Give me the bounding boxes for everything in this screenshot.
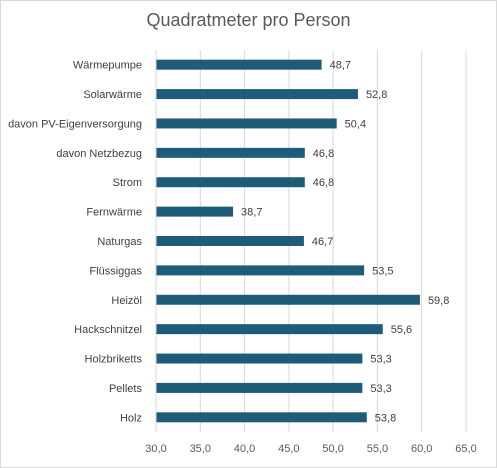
x-tick-label: 40,0 (234, 443, 255, 455)
x-tick-label: 45,0 (278, 443, 299, 455)
bar (156, 59, 322, 70)
category-label: Naturgas (97, 236, 142, 248)
x-tick-label: 30,0 (145, 443, 166, 455)
category-label: davon Netzbezug (56, 148, 142, 160)
category-label: Pellets (109, 383, 143, 395)
bar (156, 353, 363, 364)
data-label: 46,8 (313, 177, 334, 189)
data-label: 50,4 (345, 118, 366, 130)
bar (156, 294, 420, 305)
bar (156, 118, 337, 129)
bar (156, 324, 383, 335)
data-label: 52,8 (366, 89, 387, 101)
data-label: 48,7 (330, 60, 351, 72)
bar (156, 147, 305, 158)
data-label: 53,8 (375, 412, 396, 424)
category-label: Solarwärme (83, 89, 142, 101)
category-label: Hackschnitzel (74, 324, 142, 336)
x-tick-label: 35,0 (190, 443, 211, 455)
category-label: Holzbriketts (85, 354, 143, 366)
data-label: 55,6 (391, 324, 412, 336)
bar (156, 236, 304, 246)
x-tick-label: 50,0 (322, 443, 343, 455)
data-label: 38,7 (241, 207, 262, 219)
category-label: Holz (120, 412, 142, 424)
data-label: 53,3 (370, 354, 391, 366)
category-label: Strom (113, 177, 142, 189)
bar (156, 412, 367, 423)
bar (156, 206, 234, 217)
category-label: Flüssiggas (89, 265, 142, 277)
bar (156, 177, 305, 188)
data-label: 53,5 (372, 265, 393, 277)
data-label: 59,8 (428, 295, 449, 307)
data-label: 53,3 (370, 383, 391, 395)
category-label: Wärmepumpe (73, 60, 142, 72)
data-label: 46,7 (312, 236, 333, 248)
chart-title: Quadratmeter pro Person (146, 10, 351, 30)
bar (156, 89, 358, 100)
category-label: Fernwärme (86, 207, 142, 219)
bar (156, 382, 363, 393)
x-tick-label: 65,0 (455, 443, 476, 455)
category-label: davon PV-Eigenversorgung (8, 118, 142, 130)
data-label: 46,8 (313, 148, 334, 160)
x-tick-label: 60,0 (411, 443, 432, 455)
x-tick-label: 55,0 (367, 443, 388, 455)
category-label: Heizöl (111, 295, 142, 307)
bar (156, 265, 365, 276)
